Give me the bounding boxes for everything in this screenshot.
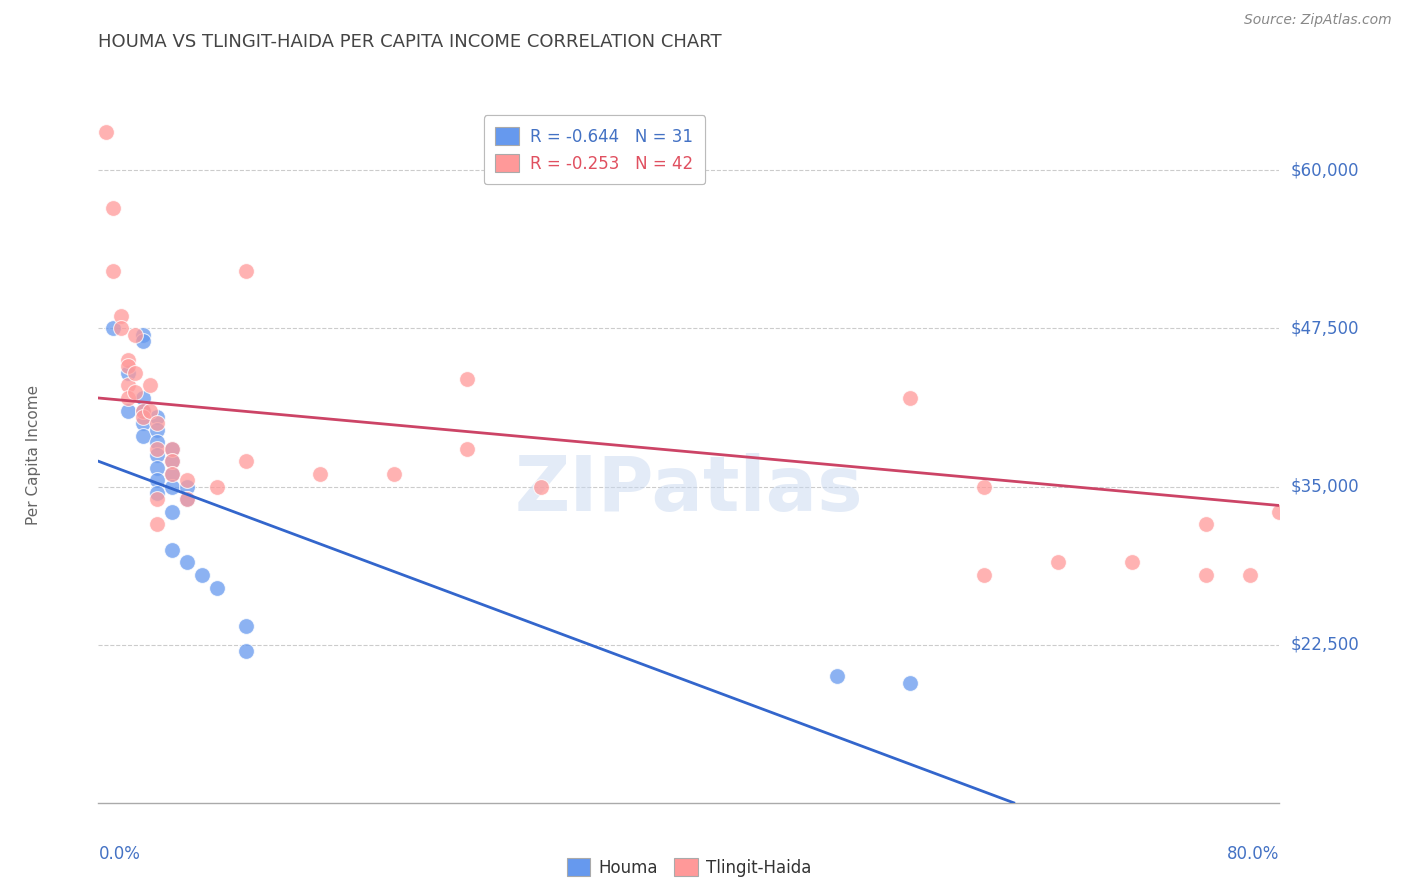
Point	[146, 417, 169, 431]
Point	[94, 125, 117, 139]
Text: ZIPatlas: ZIPatlas	[515, 453, 863, 526]
Point	[132, 409, 155, 424]
Point	[146, 473, 169, 487]
Point	[1239, 568, 1261, 582]
Point	[103, 321, 125, 335]
Point	[146, 460, 169, 475]
Point	[162, 479, 183, 493]
Point	[132, 334, 155, 348]
Point	[176, 473, 198, 487]
Point	[146, 517, 169, 532]
Text: 80.0%: 80.0%	[1227, 845, 1279, 863]
Point	[235, 264, 257, 278]
Point	[110, 309, 132, 323]
Point	[235, 644, 257, 658]
Point	[146, 492, 169, 507]
Point	[162, 505, 183, 519]
Point	[162, 454, 183, 468]
Point	[132, 417, 155, 431]
Point	[117, 403, 139, 417]
Point	[132, 403, 155, 417]
Point	[382, 467, 405, 481]
Point	[1046, 556, 1069, 570]
Point	[117, 353, 139, 368]
Point	[176, 492, 198, 507]
Point	[235, 454, 257, 468]
Point	[103, 201, 125, 215]
Point	[132, 429, 155, 443]
Point	[146, 423, 169, 437]
Text: Per Capita Income: Per Capita Income	[25, 384, 41, 525]
Point	[456, 372, 478, 386]
Point	[1195, 568, 1218, 582]
Point	[146, 435, 169, 450]
Point	[235, 618, 257, 632]
Point	[162, 467, 183, 481]
Point	[146, 486, 169, 500]
Point	[110, 321, 132, 335]
Point	[973, 568, 995, 582]
Point	[176, 492, 198, 507]
Point	[191, 568, 214, 582]
Text: $60,000: $60,000	[1291, 161, 1360, 179]
Point	[530, 479, 553, 493]
Point	[825, 669, 848, 683]
Point	[456, 442, 478, 456]
Point	[205, 479, 228, 493]
Text: $35,000: $35,000	[1291, 477, 1360, 496]
Point	[1195, 517, 1218, 532]
Point	[132, 327, 155, 342]
Point	[146, 409, 169, 424]
Legend: R = -0.644   N = 31, R = -0.253   N = 42: R = -0.644 N = 31, R = -0.253 N = 42	[484, 115, 706, 185]
Point	[176, 556, 198, 570]
Point	[117, 391, 139, 405]
Point	[162, 454, 183, 468]
Text: Source: ZipAtlas.com: Source: ZipAtlas.com	[1244, 13, 1392, 28]
Point	[162, 467, 183, 481]
Point	[1121, 556, 1143, 570]
Point	[900, 391, 922, 405]
Point	[124, 327, 146, 342]
Text: 0.0%: 0.0%	[98, 845, 141, 863]
Point	[900, 675, 922, 690]
Point	[162, 442, 183, 456]
Point	[117, 378, 139, 392]
Point	[205, 581, 228, 595]
Point	[1268, 505, 1291, 519]
Point	[132, 391, 155, 405]
Point	[124, 384, 146, 399]
Point	[146, 442, 169, 456]
Text: $22,500: $22,500	[1291, 636, 1360, 654]
Point	[176, 479, 198, 493]
Point	[139, 378, 162, 392]
Point	[103, 264, 125, 278]
Point	[117, 359, 139, 374]
Point	[117, 366, 139, 380]
Point	[124, 366, 146, 380]
Point	[973, 479, 995, 493]
Point	[162, 542, 183, 557]
Point	[139, 403, 162, 417]
Text: HOUMA VS TLINGIT-HAIDA PER CAPITA INCOME CORRELATION CHART: HOUMA VS TLINGIT-HAIDA PER CAPITA INCOME…	[98, 33, 723, 52]
Point	[162, 442, 183, 456]
Text: $47,500: $47,500	[1291, 319, 1360, 337]
Point	[132, 403, 155, 417]
Point	[309, 467, 332, 481]
Point	[146, 448, 169, 462]
